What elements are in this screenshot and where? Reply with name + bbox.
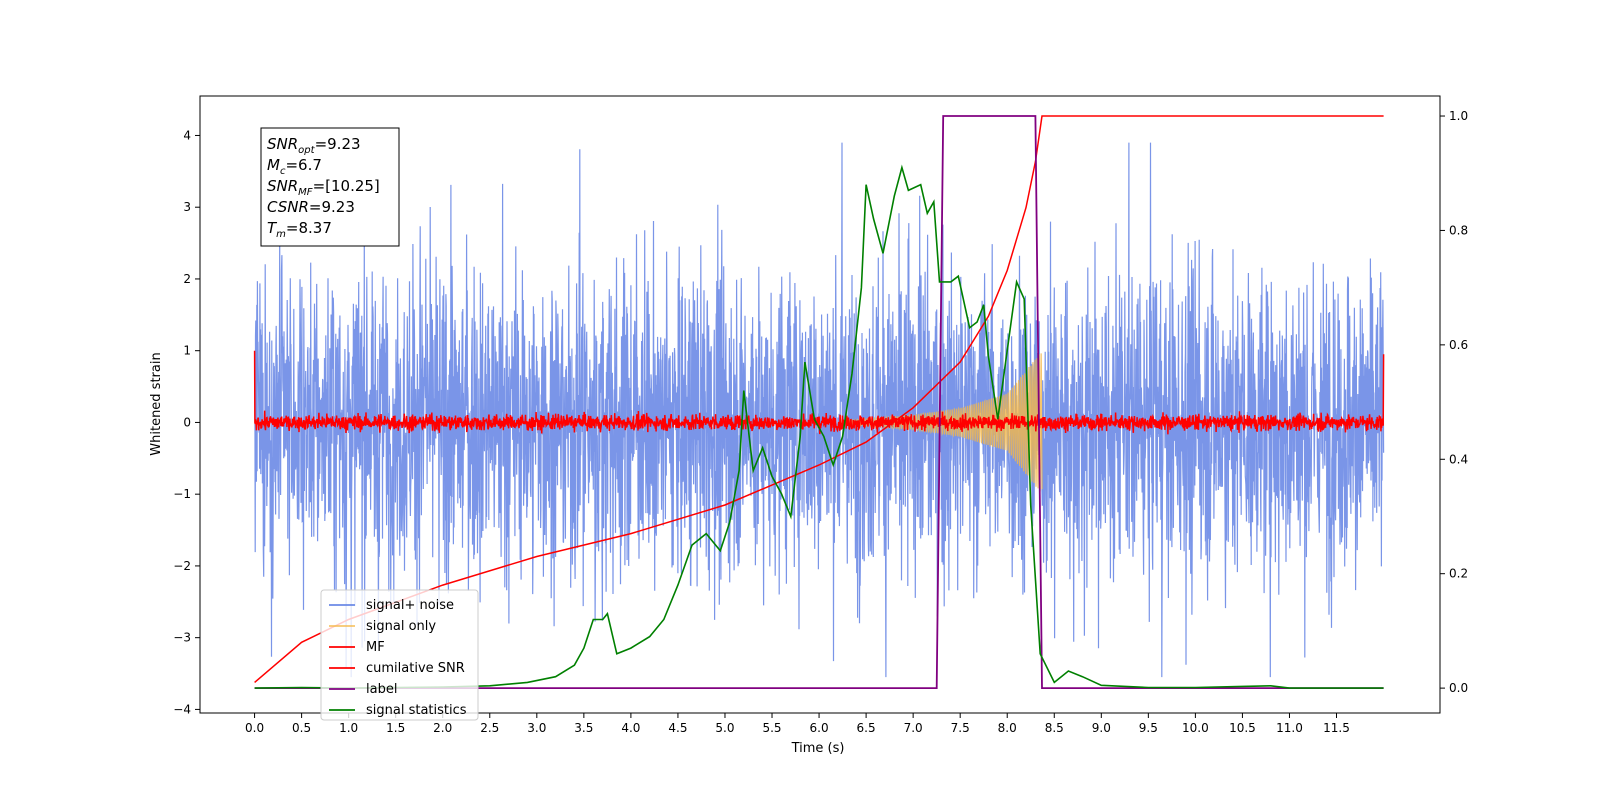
x-tick-label: 4.0 (621, 721, 640, 735)
y-tick-label: 4 (183, 128, 191, 142)
y2-tick-label: 0.2 (1449, 567, 1468, 581)
annotation-line: Mc=6.7 (267, 156, 322, 177)
annotation-line: CSNR=9.23 (267, 198, 355, 216)
legend-label: MF (366, 640, 385, 655)
x-tick-label: 10.0 (1182, 721, 1209, 735)
y-tick-label: −1 (173, 487, 191, 501)
y2-tick-label: 0.6 (1449, 338, 1468, 352)
x-tick-label: 3.0 (527, 721, 546, 735)
x-tick-label: 10.5 (1229, 721, 1256, 735)
y-tick-label: 1 (183, 344, 191, 358)
x-tick-label: 9.5 (1139, 721, 1158, 735)
x-tick-label: 8.5 (1045, 721, 1064, 735)
series-mf (253, 350, 1385, 435)
x-tick-label: 8.0 (998, 721, 1017, 735)
x-axis-label: Time (s) (791, 741, 845, 756)
x-tick-label: 2.0 (433, 721, 452, 735)
x-tick-label: 1.5 (386, 721, 405, 735)
legend-label: signal only (366, 619, 436, 634)
x-tick-label: 11.0 (1276, 721, 1303, 735)
x-tick-label: 3.5 (574, 721, 593, 735)
x-tick-label: 0.0 (245, 721, 264, 735)
legend-label: signal statistics (366, 703, 467, 718)
legend-label: signal+ noise (366, 598, 454, 613)
legend-label: label (366, 682, 397, 697)
x-tick-label: 1.0 (339, 721, 358, 735)
series-signal-noise (254, 142, 1385, 678)
y-tick-label: 2 (183, 272, 191, 286)
y-tick-label: −2 (173, 559, 191, 573)
y-tick-label: −4 (173, 702, 191, 716)
legend-label: cumilative SNR (366, 661, 465, 676)
x-tick-label: 4.5 (668, 721, 687, 735)
x-tick-label: 5.5 (762, 721, 781, 735)
y-tick-label: 0 (183, 415, 191, 429)
y-axis-label: Whitened strain (149, 352, 164, 455)
series-signal-statistics (254, 164, 1384, 689)
y2-tick-label: 1.0 (1449, 109, 1468, 123)
x-tick-label: 7.5 (951, 721, 970, 735)
x-tick-label: 5.0 (715, 721, 734, 735)
x-tick-label: 7.0 (904, 721, 923, 735)
y2-tick-label: 0.0 (1449, 681, 1468, 695)
x-tick-label: 9.0 (1092, 721, 1111, 735)
y2-tick-label: 0.4 (1449, 452, 1468, 466)
plot-frame (199, 95, 1441, 714)
annotation-line: Tm=8.37 (267, 219, 332, 240)
x-tick-label: 6.0 (810, 721, 829, 735)
x-tick-label: 0.5 (292, 721, 311, 735)
annotation-line: SNRMF=[10.25] (267, 177, 380, 198)
y2-tick-label: 0.8 (1449, 223, 1468, 237)
annotation-line: SNRopt=9.23 (267, 135, 361, 156)
y-tick-label: 3 (183, 200, 191, 214)
x-tick-label: 6.5 (857, 721, 876, 735)
x-tick-label: 11.5 (1323, 721, 1350, 735)
x-tick-label: 2.5 (480, 721, 499, 735)
series-label (254, 115, 1384, 689)
legend: signal+ noise signal only MF cumilative SNR… (320, 589, 479, 721)
y-tick-label: −3 (173, 631, 191, 645)
